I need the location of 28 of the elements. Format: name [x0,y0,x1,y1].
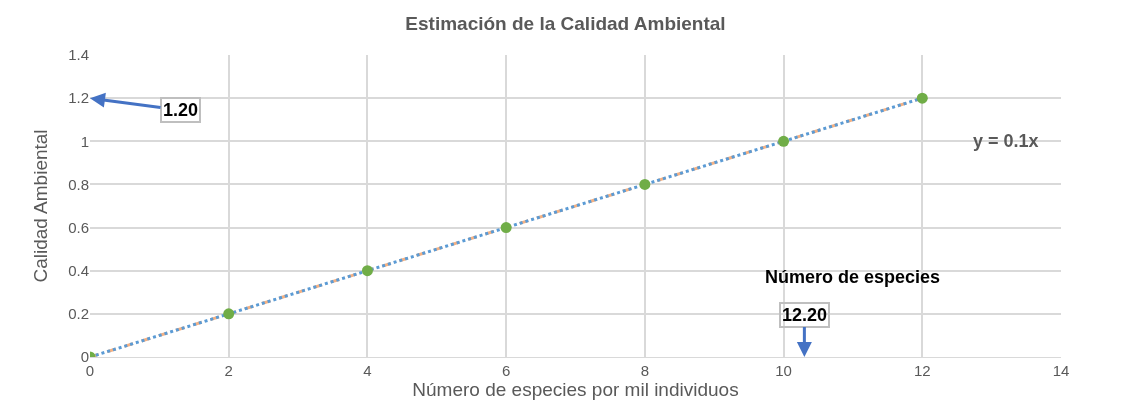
annotation: Número de especies [765,267,941,287]
y-tick-label: 0.6 [68,218,89,236]
annotation: 12.20 [782,305,828,325]
point [223,308,235,320]
x-tick-label: 8 [640,362,650,379]
point [916,92,928,104]
point [361,265,373,277]
y-tick-label: 0.8 [68,175,89,193]
annotation: y = 0.1x [973,131,1039,151]
x-tick-label: 2 [224,362,233,379]
x-tick-label: 14 [1052,362,1070,379]
x-tick-label: 4 [363,362,372,379]
point [778,135,790,147]
chart-title: Estimación de la Calidad Ambiental [405,12,726,34]
y-tick-label: 0.4 [68,261,89,279]
y-axis-title: Calidad Ambiental [29,129,51,283]
y-tick-label: 1.2 [68,89,89,107]
x-axis-title: Número de especies por mil individuos [412,379,739,400]
point [639,178,651,190]
annotation: 1.20 [163,100,199,120]
y-tick-label: 1.4 [68,46,89,64]
point [500,222,512,234]
y-tick-label: 0.2 [68,305,89,323]
x-tick-label: 6 [501,362,511,379]
x-tick-label: 10 [775,362,792,379]
x-tick-label: 12 [913,362,931,379]
y-tick-label: 1 [80,132,89,150]
y-tick-label: 0 [80,348,89,366]
